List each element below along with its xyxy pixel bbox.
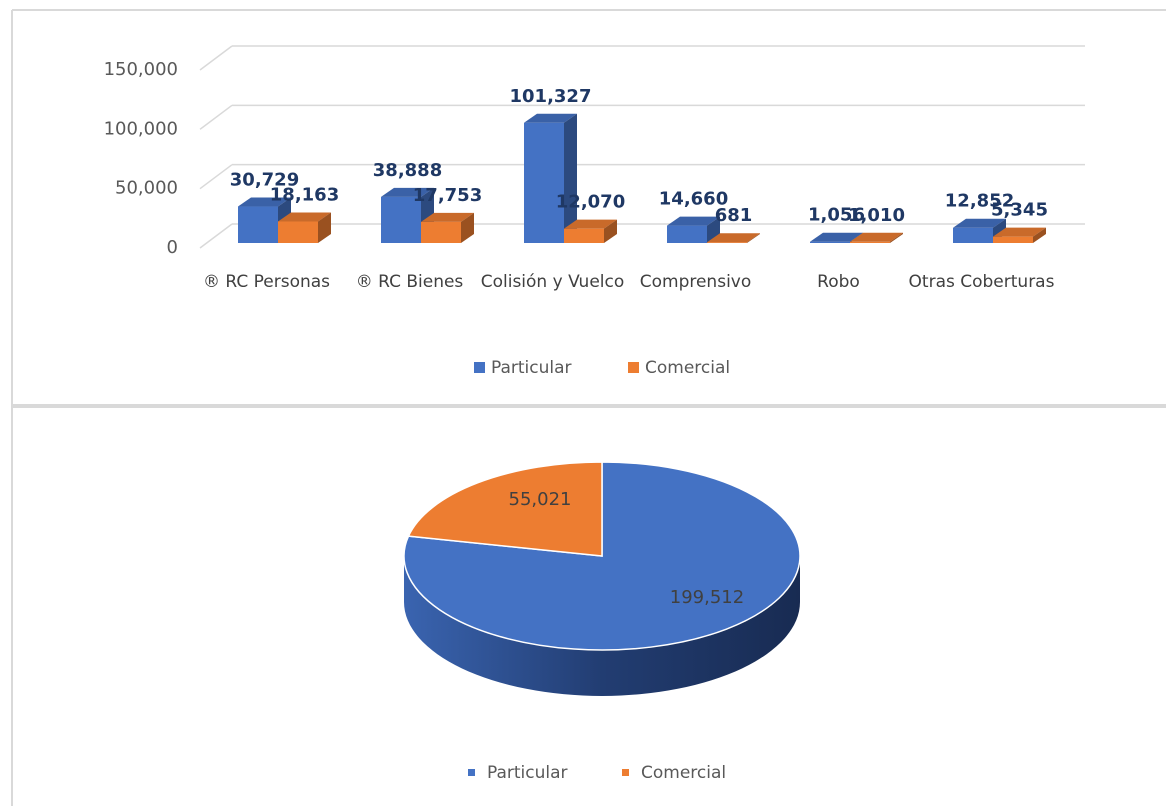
bar: [953, 227, 993, 243]
bar: [707, 242, 747, 243]
bar-top: [524, 113, 577, 123]
bar: [421, 221, 461, 243]
bar: [238, 206, 278, 243]
y-tick-label: 100,000: [104, 118, 178, 139]
data-label: 18,163: [270, 184, 339, 205]
y-tick-label: 150,000: [104, 59, 178, 80]
bar-top: [667, 216, 720, 226]
data-label: 101,327: [510, 86, 592, 107]
data-label: 14,660: [659, 189, 728, 210]
data-label: 30,729: [230, 170, 299, 191]
grid-line: [199, 164, 233, 190]
bar-top: [238, 197, 291, 207]
data-label: 12,852: [945, 191, 1014, 212]
y-tick-label: 0: [167, 237, 178, 258]
bar: [564, 228, 604, 243]
x-tick-label: Robo: [817, 272, 860, 292]
data-label: 5,345: [991, 200, 1048, 221]
bar-top: [564, 219, 617, 229]
data-label: 17,753: [413, 185, 482, 206]
x-tick-label: Colisión y Vuelco: [481, 272, 625, 292]
pie-slice: [407, 461, 603, 557]
bar-side: [707, 216, 720, 243]
data-label: 1,056: [808, 205, 865, 226]
bar-side: [890, 232, 903, 243]
grid-line: [199, 45, 233, 71]
bar-top: [707, 233, 760, 243]
bar: [278, 221, 318, 243]
legend-swatch: [468, 769, 475, 776]
bar-top: [381, 187, 434, 197]
bar-top: [810, 232, 863, 242]
bar: [667, 225, 707, 243]
data-label: 12,070: [556, 192, 625, 213]
x-tick-label: ® RC Personas: [203, 272, 330, 292]
data-label: 38,888: [373, 160, 442, 181]
data-label: 55,021: [509, 489, 572, 510]
bar: [810, 241, 850, 243]
bar-side: [461, 212, 474, 243]
x-tick-label: ® RC Bienes: [356, 272, 464, 292]
x-tick-label: Otras Coberturas: [909, 272, 1055, 292]
bar: [381, 196, 421, 243]
x-tick-label: Comprensivo: [640, 272, 752, 292]
bar-side: [604, 219, 617, 243]
bar-side: [1033, 227, 1046, 243]
legend-label: Comercial: [645, 358, 730, 378]
legend-swatch: [474, 362, 485, 373]
data-label: 1,010: [848, 205, 905, 226]
bar: [993, 236, 1033, 243]
pie-side: [404, 556, 800, 696]
bar-top: [421, 212, 474, 222]
bar-side: [318, 212, 331, 243]
data-label: 199,512: [670, 587, 744, 608]
bar-side: [747, 233, 760, 243]
bar: [524, 122, 564, 243]
legend-label: Particular: [487, 763, 568, 783]
legend-swatch: [622, 769, 629, 776]
data-label: 681: [715, 205, 753, 226]
y-tick-label: 50,000: [115, 178, 178, 199]
bar-side: [564, 113, 577, 243]
bar-top: [850, 232, 903, 242]
bar-top: [278, 212, 331, 222]
grid-line: [199, 104, 233, 130]
bar-top: [953, 218, 1006, 228]
legend-label: Particular: [491, 358, 572, 378]
bar-top: [993, 227, 1046, 237]
bar: [850, 241, 890, 243]
grid-line: [199, 223, 233, 249]
legend-swatch: [628, 362, 639, 373]
legend-label: Comercial: [641, 763, 726, 783]
